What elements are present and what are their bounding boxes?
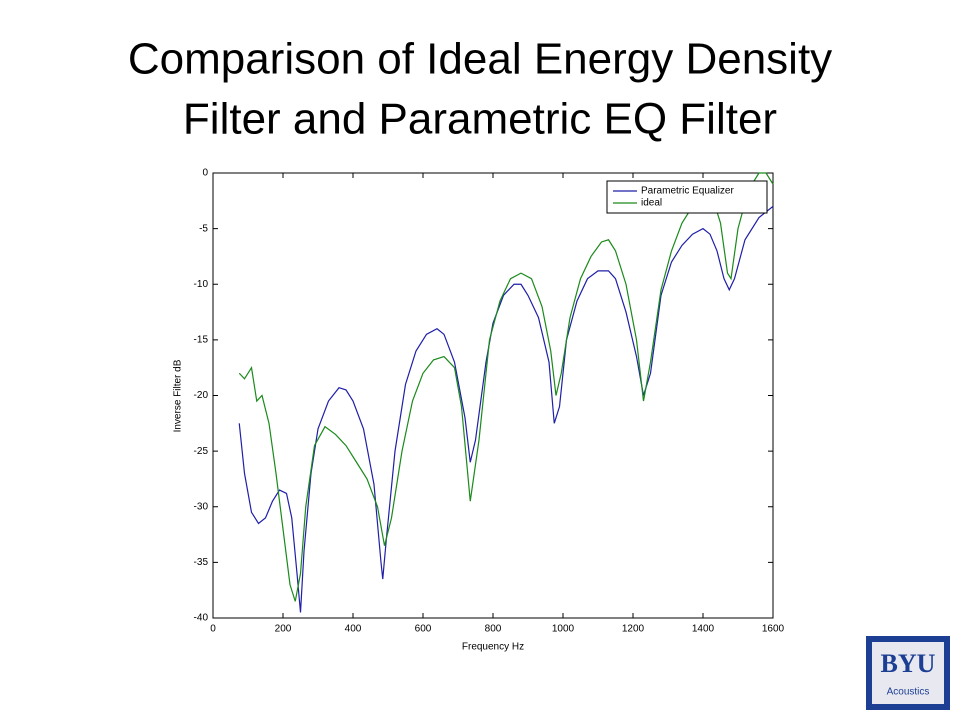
legend-box — [606, 180, 768, 214]
legend-label: ideal — [641, 198, 662, 209]
logo-inner — [872, 642, 944, 704]
title-line: Filter and Parametric EQ Filter — [183, 95, 777, 144]
x-tick-label: 800 — [485, 624, 502, 635]
x-tick-label: 0 — [210, 624, 216, 635]
series-line — [238, 205, 774, 613]
y-tick-label: -20 — [194, 390, 209, 401]
logo-text: BYU — [881, 649, 936, 678]
y-tick-label: -10 — [194, 279, 209, 290]
y-tick-label: 0 — [202, 168, 208, 179]
legend-label: Parametric Equalizer — [641, 186, 734, 197]
x-tick-label: 400 — [345, 624, 362, 635]
x-tick-label: 1000 — [552, 624, 575, 635]
plot-area — [212, 172, 774, 619]
logo: BYU Acoustics — [866, 636, 950, 710]
y-tick-label: -5 — [199, 223, 208, 234]
x-tick-label: 200 — [275, 624, 292, 635]
y-tick-label: -40 — [194, 613, 209, 624]
y-tick-label: -30 — [194, 501, 209, 512]
y-tick-label: -15 — [194, 335, 209, 346]
series-line — [238, 172, 774, 602]
y-tick-label: -35 — [194, 557, 209, 568]
y-axis-label: Inverse Filter dB — [173, 359, 184, 432]
title-line: Comparison of Ideal Energy Density — [128, 35, 832, 84]
x-tick-label: 600 — [415, 624, 432, 635]
x-tick-label: 1600 — [762, 624, 785, 635]
x-axis-label: Frequency Hz — [462, 642, 524, 653]
y-tick-label: -25 — [194, 446, 209, 457]
x-tick-label: 1400 — [692, 624, 715, 635]
x-tick-label: 1200 — [622, 624, 645, 635]
logo-caption: Acoustics — [887, 687, 930, 698]
